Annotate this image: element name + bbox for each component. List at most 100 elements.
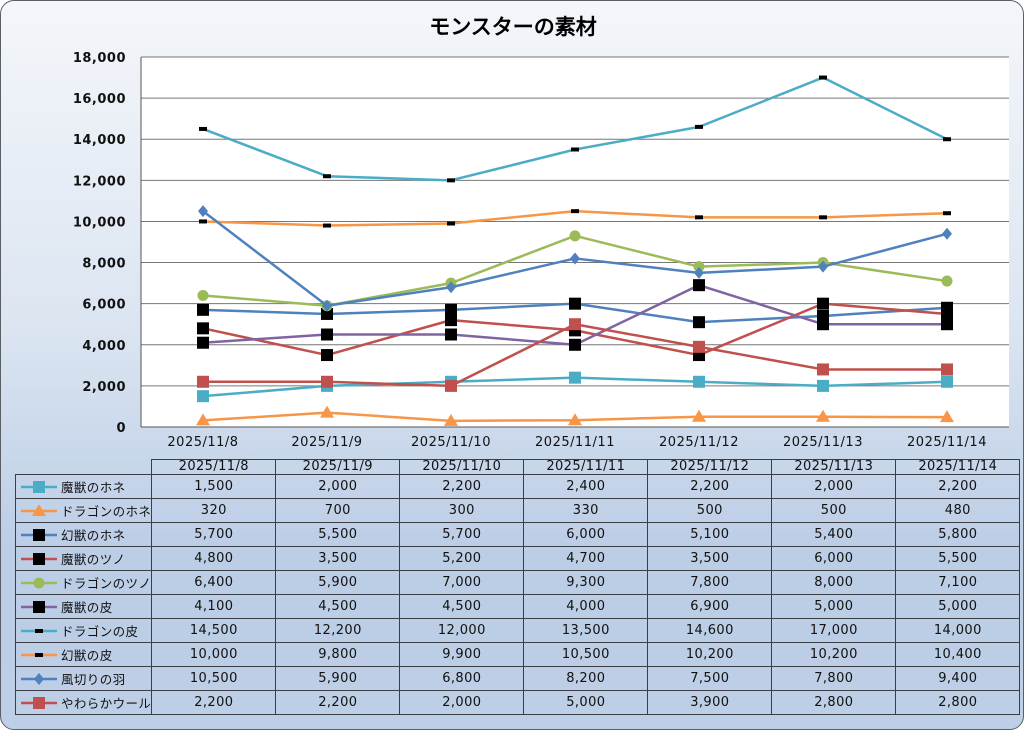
- table-cell: 300: [399, 498, 525, 523]
- x-tick-label: 2025/11/11: [535, 435, 615, 450]
- table-cell: 10,500: [523, 642, 649, 667]
- table-cell: 6,800: [399, 666, 525, 691]
- legend-entry: 魔獣のホネ: [14, 474, 153, 499]
- table-column-header: 2025/11/13: [771, 459, 897, 475]
- table-column-header: 2025/11/11: [523, 459, 649, 475]
- data-point-square: [197, 390, 209, 403]
- table-cell: 2,400: [523, 474, 649, 499]
- x-tick-label: 2025/11/9: [291, 435, 362, 450]
- table-cell: 5,000: [895, 594, 1021, 619]
- legend-key-icon: [21, 652, 57, 657]
- data-point-square: [197, 375, 209, 388]
- table-cell: 6,400: [151, 570, 277, 595]
- series-9: [197, 318, 953, 392]
- data-point-square: [569, 318, 581, 331]
- table-cell: 3,900: [647, 690, 773, 715]
- y-tick-label: 10,000: [73, 215, 126, 230]
- table-cell: 9,400: [895, 666, 1021, 691]
- data-point-dash: [35, 628, 43, 633]
- data-point-triangle: [940, 410, 954, 423]
- data-point-square: [941, 307, 953, 320]
- y-axis-ticks: 0 2,000 4,000 6,000 8,000 10,000 12,000 14,000 1…: [73, 51, 126, 436]
- data-point-triangle: [816, 409, 830, 422]
- table-cell: 6,000: [523, 522, 649, 547]
- data-point-triangle: [320, 405, 334, 418]
- table-cell: 5,000: [523, 690, 649, 715]
- table-cell: 9,300: [523, 570, 649, 595]
- data-point-dash: [323, 174, 331, 179]
- table-row: 魔獣のツノ 4,800 3,500 5,200 4,700 3,500 6,000 5,500: [14, 546, 1021, 571]
- table-row: ドラゴンのツノ 6,400 5,900 7,000 9,300 7,800 8,000 7,1…: [14, 570, 1021, 595]
- table-header-row: 2025/11/8 2025/11/9 2025/11/10 2025/11/11 20…: [15, 459, 1021, 475]
- table-cell: 14,500: [151, 618, 277, 643]
- table-column-header: 2025/11/9: [275, 459, 401, 475]
- table-cell: 5,200: [399, 546, 525, 571]
- table-cell: 2,000: [399, 690, 525, 715]
- legend-key-icon: [21, 696, 57, 709]
- legend-key-icon: [21, 504, 57, 516]
- table-cell: 7,800: [647, 570, 773, 595]
- y-tick-label: 0: [116, 421, 126, 436]
- table-body: 魔獣のホネ 1,500 2,000 2,200 2,400 2,200 2,000 2,200…: [14, 474, 1021, 715]
- series-8: [198, 205, 952, 312]
- table-cell: 5,500: [275, 522, 401, 547]
- table-cell: 8,200: [523, 666, 649, 691]
- data-point-square: [445, 303, 457, 316]
- data-point-square: [569, 338, 581, 351]
- series-1: [196, 405, 954, 426]
- data-point-dash: [323, 223, 331, 228]
- legend-entry: 幻獣のホネ: [14, 522, 153, 547]
- data-point-square: [321, 307, 333, 320]
- series-7: [199, 209, 951, 228]
- legend-entry: 幻獣の皮: [14, 642, 153, 667]
- data-point-circle: [197, 289, 209, 301]
- table-cell: 10,000: [151, 642, 277, 667]
- table-cell: 7,800: [771, 666, 897, 691]
- data-point-diamond: [446, 281, 456, 294]
- data-point-dash: [199, 219, 207, 224]
- series-name: ドラゴンのホネ: [61, 504, 152, 519]
- table-cell: 12,000: [399, 618, 525, 643]
- table-cell: 13,500: [523, 618, 649, 643]
- table-column-header: 2025/11/10: [399, 459, 525, 475]
- data-point-square: [817, 363, 829, 376]
- data-point-dash: [199, 126, 207, 131]
- y-tick-label: 4,000: [82, 339, 126, 354]
- y-tick-label: 12,000: [73, 174, 126, 189]
- data-point-circle: [693, 261, 705, 273]
- y-tick-label: 2,000: [82, 380, 126, 395]
- table-cell: 5,000: [771, 594, 897, 619]
- legend-entry: やわらかウール: [14, 690, 153, 715]
- legend-entry: ドラゴンの皮: [14, 618, 153, 643]
- x-tick-label: 2025/11/12: [659, 435, 739, 450]
- series-name: 幻獣のホネ: [61, 528, 126, 543]
- data-point-square: [817, 379, 829, 392]
- table-row: 魔獣の皮 4,100 4,500 4,500 4,000 6,900 5,000 5,000: [14, 594, 1021, 619]
- table-cell: 7,500: [647, 666, 773, 691]
- table-cell: 6,000: [771, 546, 897, 571]
- table-cell: 9,900: [399, 642, 525, 667]
- data-point-diamond: [818, 260, 828, 273]
- chart-plot: 0 2,000 4,000 6,000 8,000 10,000 12,000 14,000 1…: [73, 51, 1009, 450]
- table-cell: 5,100: [647, 522, 773, 547]
- data-point-dash: [695, 124, 703, 129]
- table-cell: 5,700: [399, 522, 525, 547]
- table-cell: 2,200: [647, 474, 773, 499]
- table-cell: 480: [895, 498, 1021, 523]
- table-cell: 6,900: [647, 594, 773, 619]
- table-cell: 10,200: [771, 642, 897, 667]
- data-point-square: [941, 363, 953, 376]
- series-6: [199, 75, 951, 183]
- table-cell: 700: [275, 498, 401, 523]
- x-tick-label: 2025/11/10: [411, 435, 491, 450]
- series-name: 幻獣の皮: [61, 648, 113, 663]
- data-point-square: [321, 349, 333, 362]
- data-point-square: [817, 318, 829, 331]
- y-tick-label: 18,000: [73, 51, 126, 66]
- legend-entry: 魔獣のツノ: [14, 546, 153, 571]
- data-point-triangle: [692, 409, 706, 422]
- data-point-circle: [569, 230, 581, 242]
- data-point-square: [693, 316, 705, 329]
- series-name: 魔獣のホネ: [61, 480, 126, 495]
- data-point-dash: [447, 221, 455, 226]
